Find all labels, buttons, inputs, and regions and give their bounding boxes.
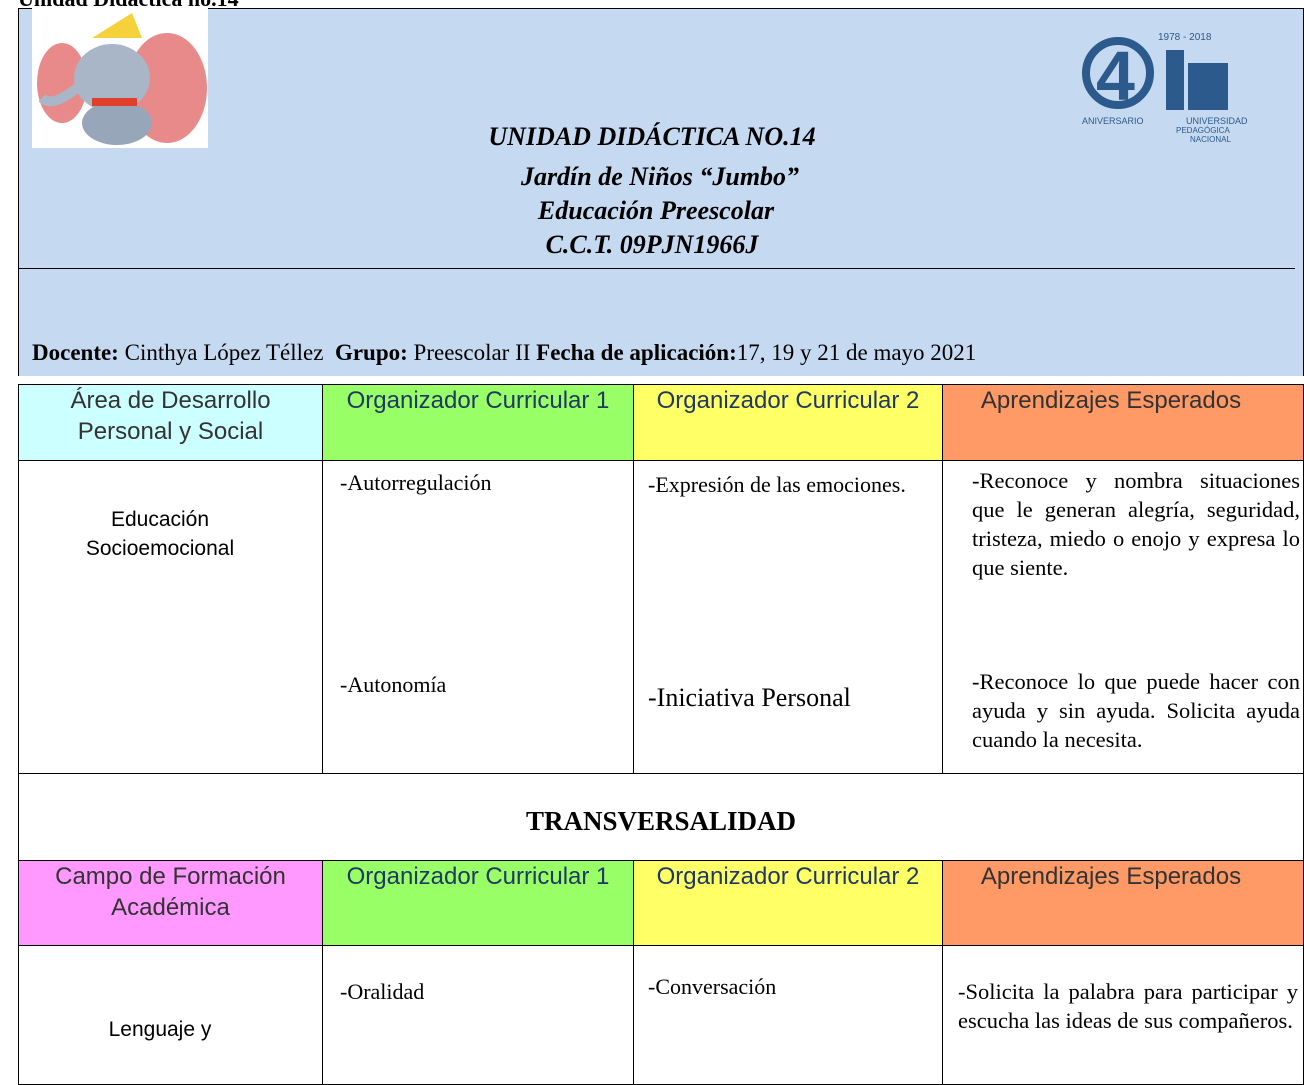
top-label: Unidad Didáctica no.14 <box>18 0 239 12</box>
upn-logo: 4 1978 - 2018 ANIVERSARIO UNIVERSIDAD PE… <box>1082 32 1248 144</box>
cell <box>322 460 634 774</box>
cell <box>633 945 943 1085</box>
cell-text: -Reconoce y nombra situaciones que le ge… <box>972 468 1300 580</box>
cell-text: -Oralidad <box>340 979 425 1004</box>
svg-text:4: 4 <box>1096 37 1135 115</box>
logo-aniversario: ANIVERSARIO <box>1082 116 1144 126</box>
logo-text: UNIVERSIDAD <box>1186 116 1248 126</box>
cell-text: -Conversación <box>648 974 777 999</box>
header-cell: Organizador Curricular 1 <box>322 860 634 946</box>
value: Cinthya López Téllez <box>124 340 324 365</box>
separator <box>18 268 1295 269</box>
transversalidad: TRANSVERSALIDAD <box>18 773 1304 861</box>
cell <box>322 945 634 1085</box>
area-text: Lenguaje y <box>108 1018 212 1041</box>
header-cell: Organizador Curricular 2 <box>633 384 943 461</box>
title-line: UNIDAD DIDÁCTICA NO.14 <box>488 122 816 151</box>
cell-text: -Iniciativa Personal <box>648 683 851 712</box>
cell-text: -Autorregulación <box>340 470 492 495</box>
info-line: Docente: Cinthya López Téllez Grupo: Pre… <box>32 340 976 366</box>
title-line: C.C.T. 09PJN1966J <box>545 230 759 259</box>
cell-text: -Autonomía <box>340 672 447 697</box>
header-cell: Organizador Curricular 2 <box>633 860 943 946</box>
cell-text: -Reconoce lo que puede hacer con ayuda y… <box>972 669 1300 752</box>
header-cell: Organizador Curricular 1 <box>322 384 634 461</box>
label: Grupo: <box>334 340 408 365</box>
logo-text: PEDAGÓGICA <box>1176 126 1230 135</box>
title-line: Educación Preescolar <box>537 196 775 225</box>
label: Docente: <box>32 340 119 365</box>
value: Preescolar II <box>413 340 531 365</box>
value: 17, 19 y 21 de mayo 2021 <box>736 340 977 365</box>
dumbo-image <box>32 8 208 148</box>
logo-years: 1978 - 2018 <box>1158 32 1212 43</box>
header-cell: Aprendizajes Esperados <box>942 860 1304 946</box>
header-cell: Aprendizajes Esperados <box>942 384 1304 461</box>
cell <box>633 460 943 774</box>
logo-text: NACIONAL <box>1190 135 1231 144</box>
header-cell: Área de Desarrollo Personal y Social <box>18 384 323 461</box>
cell-text: -Solicita la palabra para participar y e… <box>958 979 1298 1033</box>
title-line: Jardín de Niños “Jumbo” <box>520 162 800 191</box>
area-text: Educación Socioemocional <box>85 508 235 560</box>
cell-text: -Expresión de las emociones. <box>648 472 906 497</box>
label: Fecha de aplicación: <box>536 340 737 365</box>
header-cell: Campo de Formación Académica <box>18 860 323 946</box>
